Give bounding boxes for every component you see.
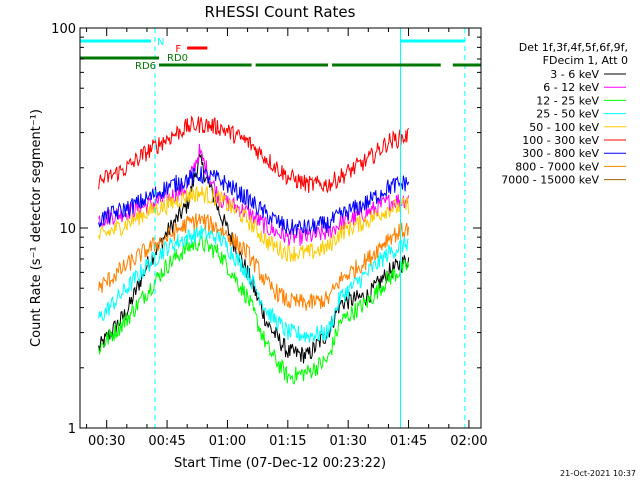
legend-label-5: 100 - 300 keV: [522, 134, 599, 147]
series-line-5: [98, 115, 410, 194]
series-line-2: [98, 234, 410, 385]
x-tick-label: 01:45: [390, 434, 427, 449]
x-tick-label: 00:45: [148, 434, 185, 449]
y-tick-label: 10: [59, 222, 76, 237]
series-line-7: [98, 213, 410, 311]
y-axis-label: Count Rate (s⁻¹ detector segment⁻¹): [29, 109, 44, 347]
legend-label-0: 3 - 6 keV: [550, 68, 599, 81]
legend-label-6: 300 - 800 keV: [522, 147, 599, 160]
flag-label-f: F: [175, 44, 181, 55]
legend-header-line-2: FDecim 1, Att 0: [543, 54, 628, 67]
x-tick-label: 01:15: [269, 434, 306, 449]
chart-title: RHESSI Count Rates: [205, 3, 356, 21]
legend-label-8: 7000 - 15000 keV: [501, 174, 599, 187]
plot-area: [98, 115, 410, 385]
y-tick-label: 1: [68, 422, 76, 437]
x-tick-label: 01:30: [329, 434, 366, 449]
series-line-4: [98, 185, 410, 262]
series-line-1: [98, 143, 410, 247]
flag-label-rd6: RD6: [135, 61, 156, 72]
x-tick-label: 02:00: [450, 434, 487, 449]
series-line-6: [98, 166, 410, 236]
legend-header-line-1: Det 1f,3f,4f,5f,6f,9f,: [519, 41, 628, 54]
flag-label-rd0: RD0: [167, 53, 188, 64]
legend-label-3: 25 - 50 keV: [536, 108, 599, 121]
legend-label-2: 12 - 25 keV: [536, 94, 599, 107]
legend-label-4: 50 - 100 keV: [529, 121, 599, 134]
x-axis-label: Start Time (07-Dec-12 00:23:22): [174, 456, 386, 471]
series-line-3: [98, 224, 409, 343]
flag-label-n: N: [157, 37, 164, 48]
x-tick-label: 00:30: [88, 434, 125, 449]
y-tick-label: 100: [51, 22, 76, 37]
legend-label-7: 800 - 7000 keV: [515, 160, 599, 173]
footer-timestamp: 21-Oct-2021 10:37: [560, 469, 636, 478]
axis-ticks: 00:30 00:45 01:00 01:15 01:30 01:45 02:00 1 10 10…: [51, 22, 487, 449]
legend-label-1: 6 - 12 keV: [543, 81, 599, 94]
x-tick-label: 01:00: [209, 434, 246, 449]
